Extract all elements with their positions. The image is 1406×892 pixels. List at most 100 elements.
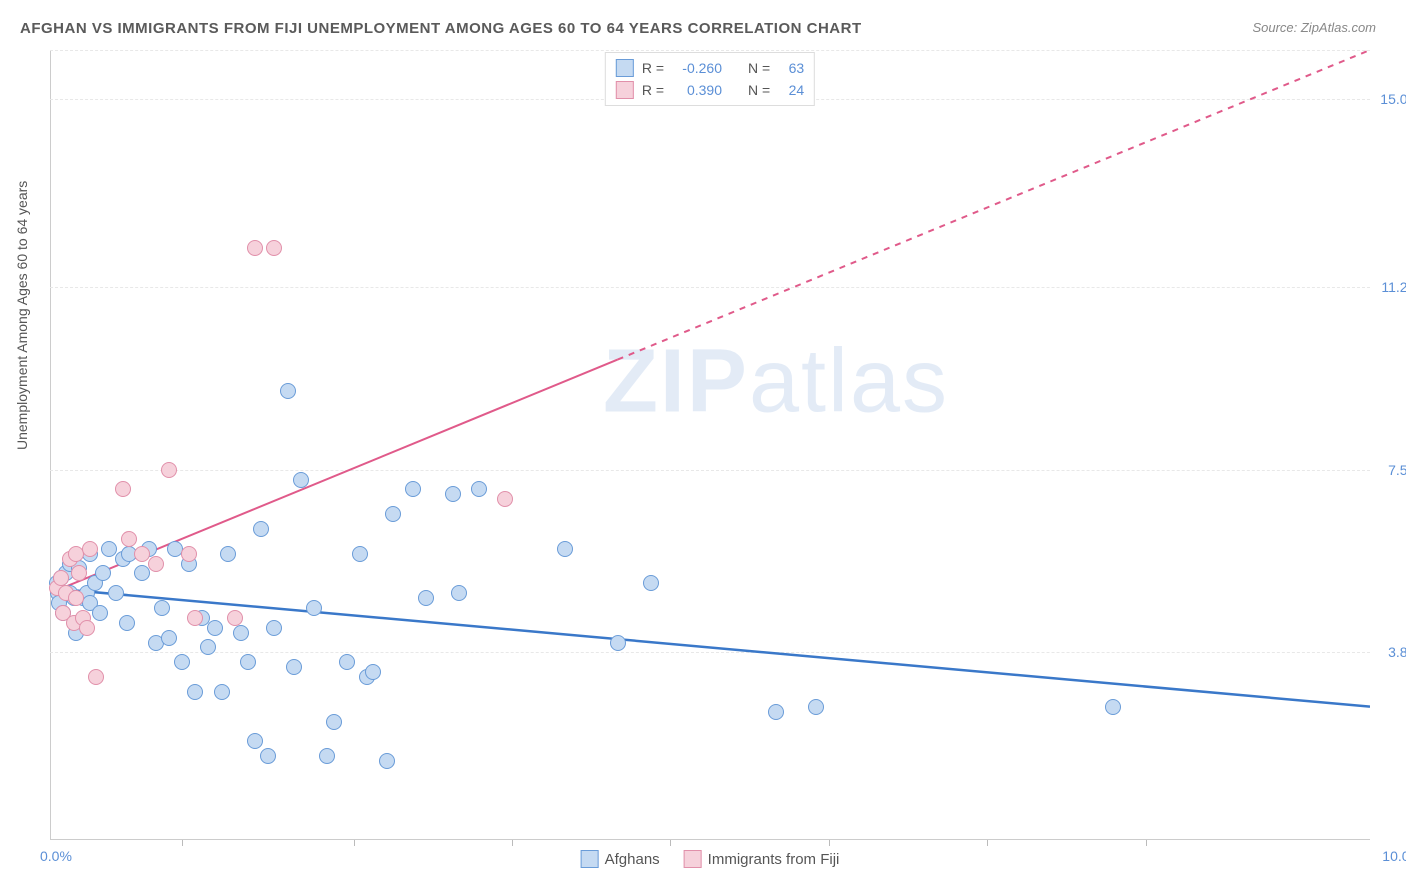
n-value-1: 24 bbox=[778, 82, 804, 98]
legend-series-names: Afghans Immigrants from Fiji bbox=[581, 850, 840, 868]
scatter-point bbox=[247, 733, 263, 749]
scatter-point bbox=[233, 625, 249, 641]
legend-correlation-box: R = -0.260 N = 63 R = 0.390 N = 24 bbox=[605, 52, 815, 106]
scatter-point bbox=[82, 541, 98, 557]
scatter-point bbox=[365, 664, 381, 680]
scatter-point bbox=[286, 659, 302, 675]
scatter-point bbox=[88, 669, 104, 685]
r-label: R = bbox=[642, 60, 664, 76]
scatter-point bbox=[557, 541, 573, 557]
scatter-point bbox=[161, 630, 177, 646]
scatter-point bbox=[266, 240, 282, 256]
scatter-point bbox=[121, 531, 137, 547]
scatter-point bbox=[108, 585, 124, 601]
source-attribution: Source: ZipAtlas.com bbox=[1252, 20, 1376, 35]
legend-swatch-bottom-1 bbox=[684, 850, 702, 868]
x-axis-line bbox=[50, 839, 1370, 840]
scatter-point bbox=[808, 699, 824, 715]
legend-item-0: Afghans bbox=[581, 850, 660, 868]
scatter-point bbox=[471, 481, 487, 497]
scatter-point bbox=[148, 556, 164, 572]
r-value-1: 0.390 bbox=[672, 82, 722, 98]
n-label: N = bbox=[748, 60, 770, 76]
scatter-point bbox=[266, 620, 282, 636]
r-label: R = bbox=[642, 82, 664, 98]
scatter-point bbox=[379, 753, 395, 769]
scatter-point bbox=[293, 472, 309, 488]
chart-title: AFGHAN VS IMMIGRANTS FROM FIJI UNEMPLOYM… bbox=[20, 20, 862, 37]
scatter-point bbox=[306, 600, 322, 616]
scatter-point bbox=[445, 486, 461, 502]
x-tick bbox=[829, 840, 830, 846]
n-value-0: 63 bbox=[778, 60, 804, 76]
y-axis-label: Unemployment Among Ages 60 to 64 years bbox=[14, 181, 30, 450]
scatter-point bbox=[418, 590, 434, 606]
scatter-point bbox=[253, 521, 269, 537]
scatter-point bbox=[220, 546, 236, 562]
watermark-bold: ZIP bbox=[603, 331, 749, 431]
gridline bbox=[50, 652, 1370, 653]
y-tick-label: 3.8% bbox=[1388, 644, 1406, 660]
scatter-point bbox=[326, 714, 342, 730]
scatter-point bbox=[214, 684, 230, 700]
scatter-point bbox=[405, 481, 421, 497]
gridline bbox=[50, 50, 1370, 51]
legend-swatch-bottom-0 bbox=[581, 850, 599, 868]
scatter-point bbox=[1105, 699, 1121, 715]
legend-item-1: Immigrants from Fiji bbox=[684, 850, 840, 868]
scatter-point bbox=[643, 575, 659, 591]
y-axis-line bbox=[50, 50, 51, 840]
gridline bbox=[50, 470, 1370, 471]
x-tick bbox=[1146, 840, 1147, 846]
x-tick bbox=[512, 840, 513, 846]
scatter-point bbox=[161, 462, 177, 478]
scatter-point bbox=[385, 506, 401, 522]
scatter-point bbox=[610, 635, 626, 651]
x-tick bbox=[670, 840, 671, 846]
scatter-point bbox=[260, 748, 276, 764]
legend-row-series-1: R = 0.390 N = 24 bbox=[616, 79, 804, 101]
scatter-point bbox=[95, 565, 111, 581]
series-name-1: Immigrants from Fiji bbox=[708, 851, 840, 868]
r-value-0: -0.260 bbox=[672, 60, 722, 76]
scatter-point bbox=[79, 620, 95, 636]
scatter-point bbox=[319, 748, 335, 764]
scatter-point bbox=[207, 620, 223, 636]
trendlines-svg bbox=[50, 50, 1370, 840]
scatter-point bbox=[227, 610, 243, 626]
y-tick-label: 11.2% bbox=[1381, 279, 1406, 295]
series-name-0: Afghans bbox=[605, 851, 660, 868]
scatter-point bbox=[115, 481, 131, 497]
scatter-point bbox=[53, 570, 69, 586]
scatter-point bbox=[451, 585, 467, 601]
scatter-point bbox=[119, 615, 135, 631]
watermark: ZIPatlas bbox=[603, 330, 949, 433]
legend-row-series-0: R = -0.260 N = 63 bbox=[616, 57, 804, 79]
scatter-point bbox=[187, 684, 203, 700]
legend-swatch-1 bbox=[616, 81, 634, 99]
legend-swatch-0 bbox=[616, 59, 634, 77]
scatter-point bbox=[339, 654, 355, 670]
gridline bbox=[50, 287, 1370, 288]
scatter-point bbox=[247, 240, 263, 256]
x-max-label: 10.0% bbox=[1382, 848, 1406, 864]
scatter-point bbox=[92, 605, 108, 621]
scatter-point bbox=[154, 600, 170, 616]
scatter-point bbox=[240, 654, 256, 670]
y-tick-label: 7.5% bbox=[1388, 462, 1406, 478]
scatter-point bbox=[497, 491, 513, 507]
scatter-point bbox=[187, 610, 203, 626]
x-origin-label: 0.0% bbox=[40, 848, 72, 864]
n-label: N = bbox=[748, 82, 770, 98]
scatter-point bbox=[280, 383, 296, 399]
scatter-point bbox=[68, 590, 84, 606]
x-tick bbox=[182, 840, 183, 846]
scatter-point bbox=[71, 565, 87, 581]
y-tick-label: 15.0% bbox=[1380, 91, 1406, 107]
scatter-point bbox=[352, 546, 368, 562]
x-tick bbox=[354, 840, 355, 846]
x-tick bbox=[987, 840, 988, 846]
watermark-light: atlas bbox=[749, 331, 949, 431]
scatter-point bbox=[181, 546, 197, 562]
scatter-point bbox=[174, 654, 190, 670]
